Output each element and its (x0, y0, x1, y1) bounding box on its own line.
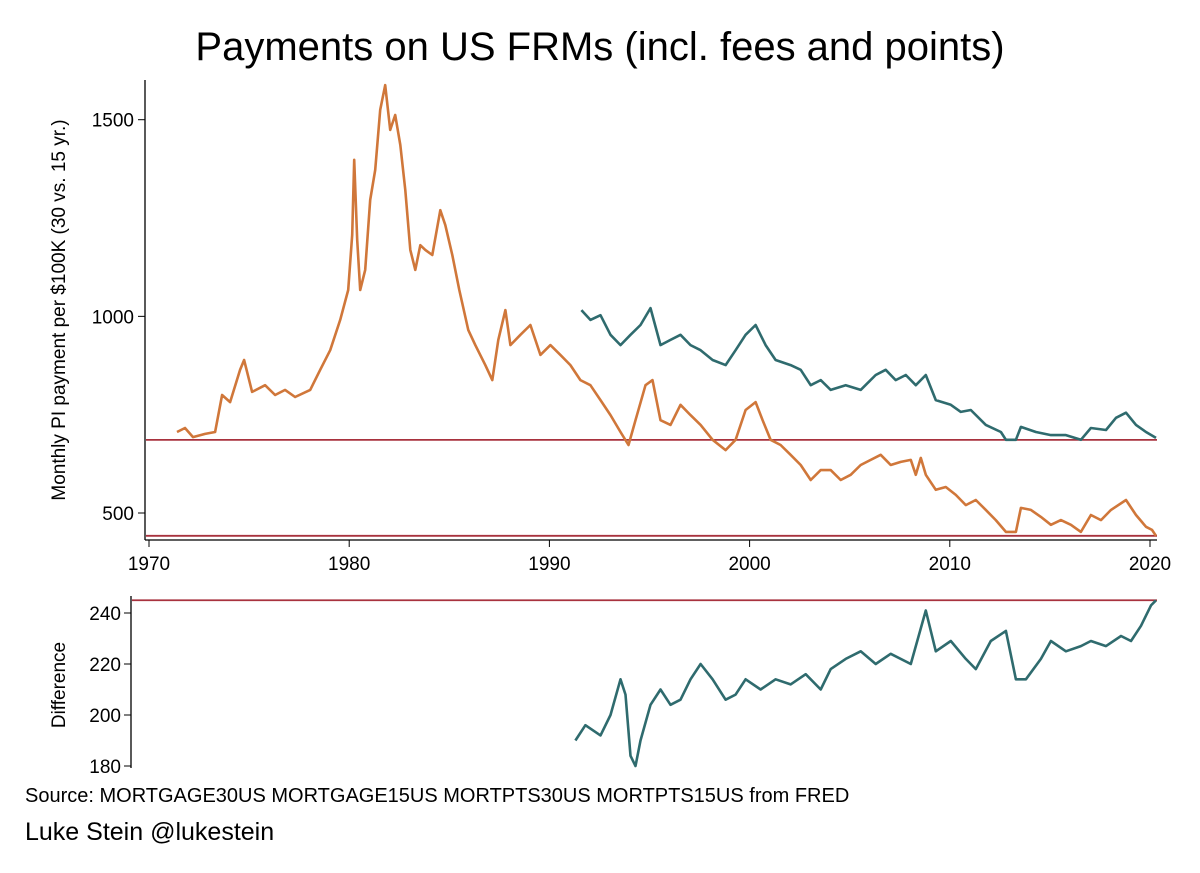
y-tick-label: 1000 (92, 307, 134, 328)
y-tick-label: 500 (102, 504, 134, 525)
x-tick-label: 2010 (929, 554, 971, 575)
y-tick-label: 180 (89, 757, 121, 778)
y-tick-label: 220 (89, 655, 121, 676)
x-tick-label: 1970 (128, 554, 170, 575)
top-panel: 500 1000 1500 1970 1980 1990 2000 2010 2020 (92, 80, 1171, 575)
series-line-15yr (580, 306, 1157, 442)
x-tick-label: 2000 (728, 554, 770, 575)
author-credit: Luke Stein @lukestein (25, 818, 274, 846)
y-tick-label: 240 (89, 604, 121, 625)
source-note: Source: MORTGAGE30US MORTGAGE15US MORTPT… (25, 785, 849, 807)
chart-title: Payments on US FRMs (incl. fees and poin… (195, 25, 1004, 69)
x-tick-label: 2020 (1129, 554, 1171, 575)
x-tick-label: 1990 (528, 554, 570, 575)
y-axis-label-top: Monthly PI payment per $100K (30 vs. 15 … (49, 119, 70, 500)
bottom-panel: 180 200 220 240 (89, 596, 1157, 778)
series-line-difference (574, 599, 1157, 768)
series-line-30yr (176, 83, 1158, 537)
y-tick-label: 1500 (92, 111, 134, 132)
x-tick-label: 1980 (328, 554, 370, 575)
y-tick-label: 200 (89, 706, 121, 727)
y-axis-label-bottom: Difference (49, 642, 70, 728)
